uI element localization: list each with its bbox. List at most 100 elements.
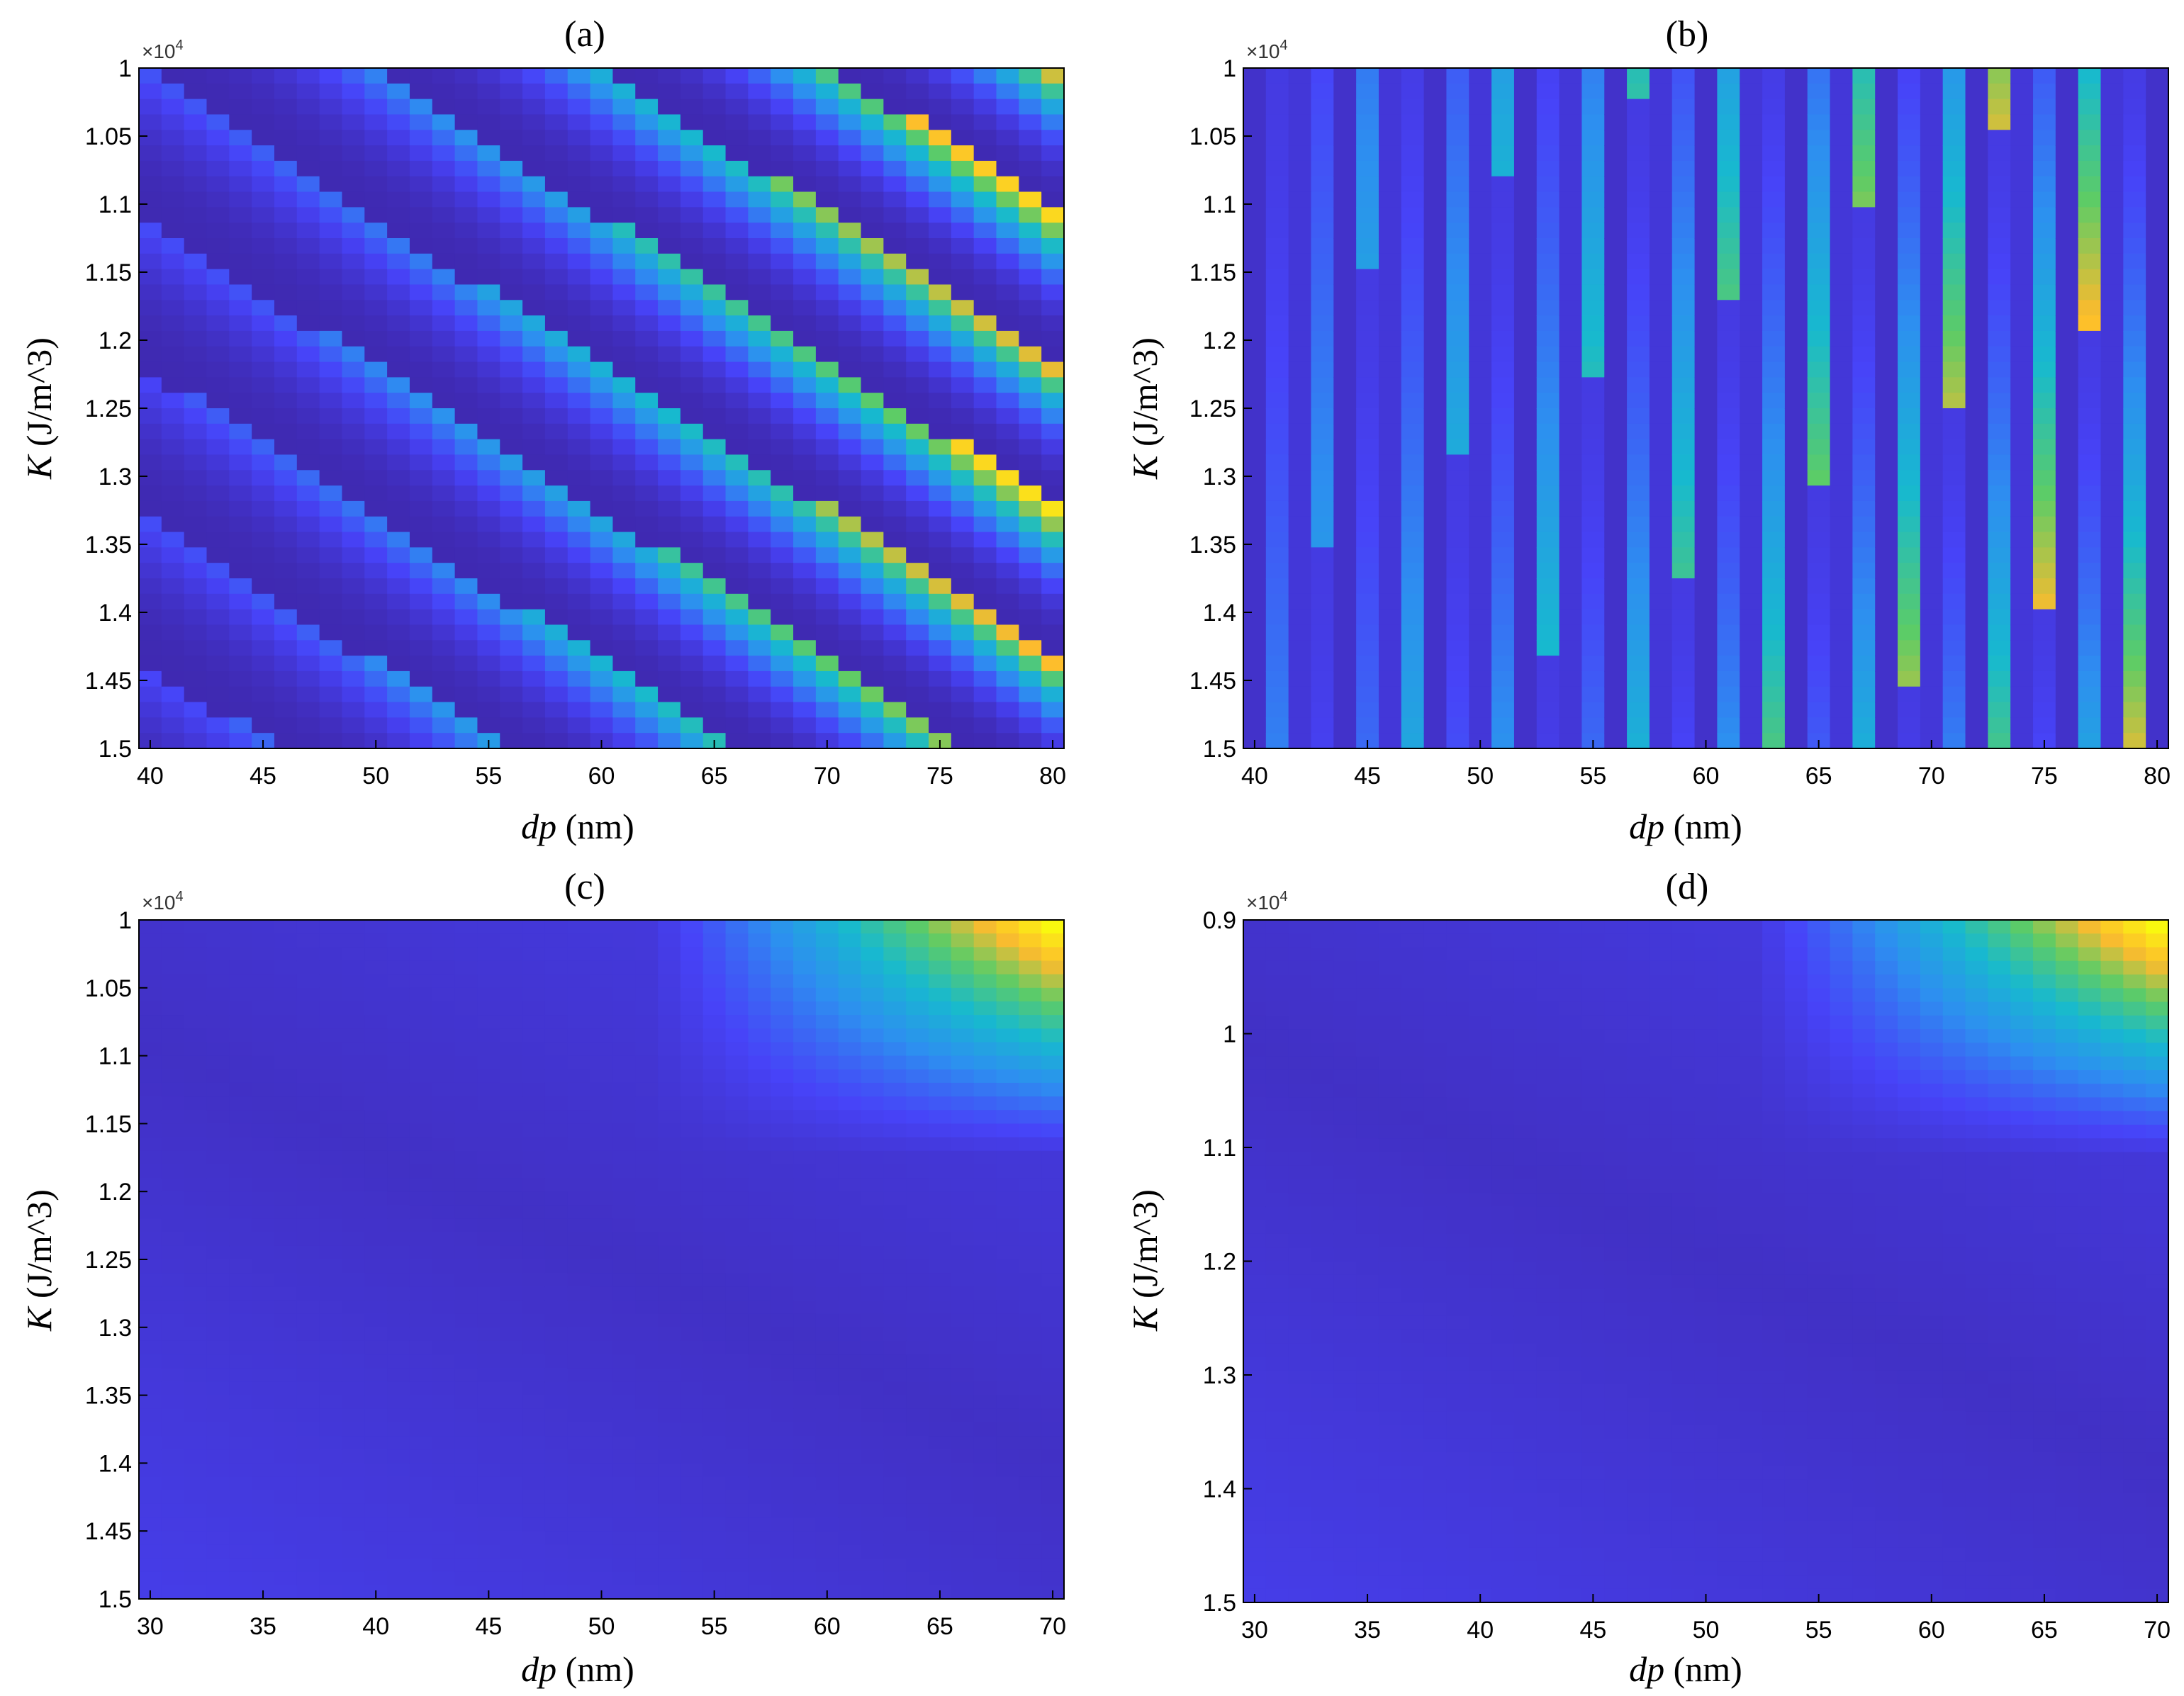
heatmap-cell bbox=[544, 1531, 569, 1546]
heatmap-cell bbox=[1762, 609, 1786, 626]
heatmap-cell bbox=[1807, 130, 1831, 146]
x-axis-label-a: dp (nm) bbox=[521, 807, 634, 846]
heatmap-cell bbox=[454, 1585, 478, 1600]
heatmap-cell bbox=[590, 191, 614, 208]
heatmap-cell bbox=[951, 377, 975, 393]
heatmap-cell bbox=[364, 145, 388, 162]
heatmap-cell bbox=[1041, 702, 1065, 719]
heatmap-cell bbox=[139, 1055, 162, 1070]
heatmap-cell bbox=[500, 1463, 523, 1478]
heatmap-cell bbox=[725, 640, 749, 656]
heatmap-cell bbox=[1830, 393, 1854, 409]
heatmap-cell bbox=[1830, 670, 1854, 687]
heatmap-cell bbox=[590, 284, 614, 301]
heatmap-cell bbox=[1469, 640, 1492, 656]
heatmap-cell bbox=[544, 1544, 569, 1559]
heatmap-cell bbox=[861, 361, 885, 378]
heatmap-cell bbox=[1446, 609, 1470, 626]
heatmap-cell bbox=[1898, 516, 1921, 533]
heatmap-cell bbox=[883, 284, 907, 301]
heatmap-cell bbox=[1423, 99, 1447, 116]
heatmap-cell bbox=[1559, 83, 1583, 100]
heatmap-cell bbox=[906, 563, 929, 579]
heatmap-cell bbox=[139, 160, 162, 177]
heatmap-cell bbox=[206, 145, 230, 162]
heatmap-cell bbox=[1401, 516, 1425, 533]
heatmap-cell bbox=[206, 1137, 230, 1152]
heatmap-cell bbox=[161, 1218, 185, 1233]
heatmap-cell bbox=[477, 947, 501, 962]
heatmap-cell bbox=[1694, 99, 1718, 116]
heatmap-cell bbox=[139, 1354, 162, 1369]
heatmap-cell bbox=[274, 947, 298, 962]
heatmap-cell bbox=[658, 1449, 681, 1464]
heatmap-cell bbox=[296, 609, 320, 626]
heatmap-cell bbox=[1333, 485, 1357, 502]
heatmap-cell bbox=[1019, 532, 1042, 549]
heatmap-cell bbox=[996, 269, 1020, 286]
heatmap-cell bbox=[184, 346, 208, 363]
heatmap-cell bbox=[522, 1544, 546, 1559]
heatmap-cell bbox=[296, 315, 320, 332]
heatmap-cell bbox=[1604, 176, 1628, 193]
heatmap-cell bbox=[500, 1205, 523, 1220]
heatmap-cell bbox=[567, 1517, 591, 1532]
heatmap-cell bbox=[454, 609, 478, 626]
heatmap-cell bbox=[1469, 315, 1492, 332]
heatmap-cell bbox=[590, 1463, 614, 1478]
heatmap-cell bbox=[1627, 439, 1650, 456]
heatmap-cell bbox=[2055, 114, 2079, 131]
heatmap-cell bbox=[319, 1164, 343, 1179]
heatmap-cell bbox=[229, 130, 252, 146]
heatmap-cell bbox=[929, 485, 952, 502]
heatmap-cell bbox=[1243, 423, 1267, 440]
heatmap-cell bbox=[951, 393, 975, 409]
heatmap-cell bbox=[1446, 83, 1470, 100]
heatmap-cell bbox=[342, 547, 366, 563]
heatmap-cell bbox=[748, 532, 772, 549]
heatmap-cell bbox=[296, 238, 320, 254]
heatmap-cell bbox=[229, 920, 252, 934]
heatmap-cell bbox=[1559, 563, 1583, 579]
heatmap-cell bbox=[206, 284, 230, 301]
heatmap-cell bbox=[500, 1368, 523, 1383]
heatmap-cell bbox=[929, 83, 952, 100]
heatmap-cell bbox=[951, 593, 975, 610]
heatmap-cell bbox=[1288, 470, 1312, 486]
heatmap-cell bbox=[364, 1517, 388, 1532]
heatmap-cell bbox=[1491, 361, 1515, 378]
heatmap-cell bbox=[702, 485, 727, 502]
heatmap-cell bbox=[206, 1178, 230, 1192]
heatmap-cell bbox=[793, 223, 817, 239]
heatmap-cell bbox=[161, 702, 185, 719]
heatmap-cell bbox=[1378, 130, 1402, 146]
heatmap-cell bbox=[2146, 656, 2169, 672]
heatmap-cell bbox=[274, 485, 298, 502]
heatmap-cell bbox=[409, 609, 433, 626]
heatmap-cell bbox=[544, 176, 569, 193]
heatmap-cell bbox=[612, 253, 637, 270]
heatmap-cell bbox=[296, 1082, 320, 1097]
heatmap-cell bbox=[364, 670, 388, 687]
heatmap-cell bbox=[1740, 500, 1763, 517]
heatmap-cell bbox=[1333, 640, 1357, 656]
heatmap-cell bbox=[1671, 624, 1696, 641]
heatmap-cell bbox=[544, 640, 569, 656]
heatmap-cell bbox=[296, 500, 320, 517]
heatmap-cell bbox=[1604, 470, 1628, 486]
heatmap-cell bbox=[544, 1178, 569, 1192]
heatmap-cell bbox=[1288, 423, 1312, 440]
heatmap-cell bbox=[1875, 207, 1898, 223]
heatmap-cell bbox=[1920, 717, 1944, 734]
heatmap-cell bbox=[1041, 99, 1065, 116]
heatmap-cell bbox=[409, 423, 433, 440]
heatmap-cell bbox=[1762, 330, 1786, 347]
heatmap-cell bbox=[139, 1178, 162, 1192]
heatmap-cell bbox=[409, 1436, 433, 1451]
heatmap-cell bbox=[1920, 300, 1944, 316]
heatmap-cell bbox=[590, 330, 614, 347]
heatmap-cell bbox=[1491, 717, 1515, 734]
heatmap-cell bbox=[1019, 68, 1042, 84]
heatmap-cell bbox=[635, 83, 659, 100]
heatmap-cell bbox=[319, 191, 343, 208]
